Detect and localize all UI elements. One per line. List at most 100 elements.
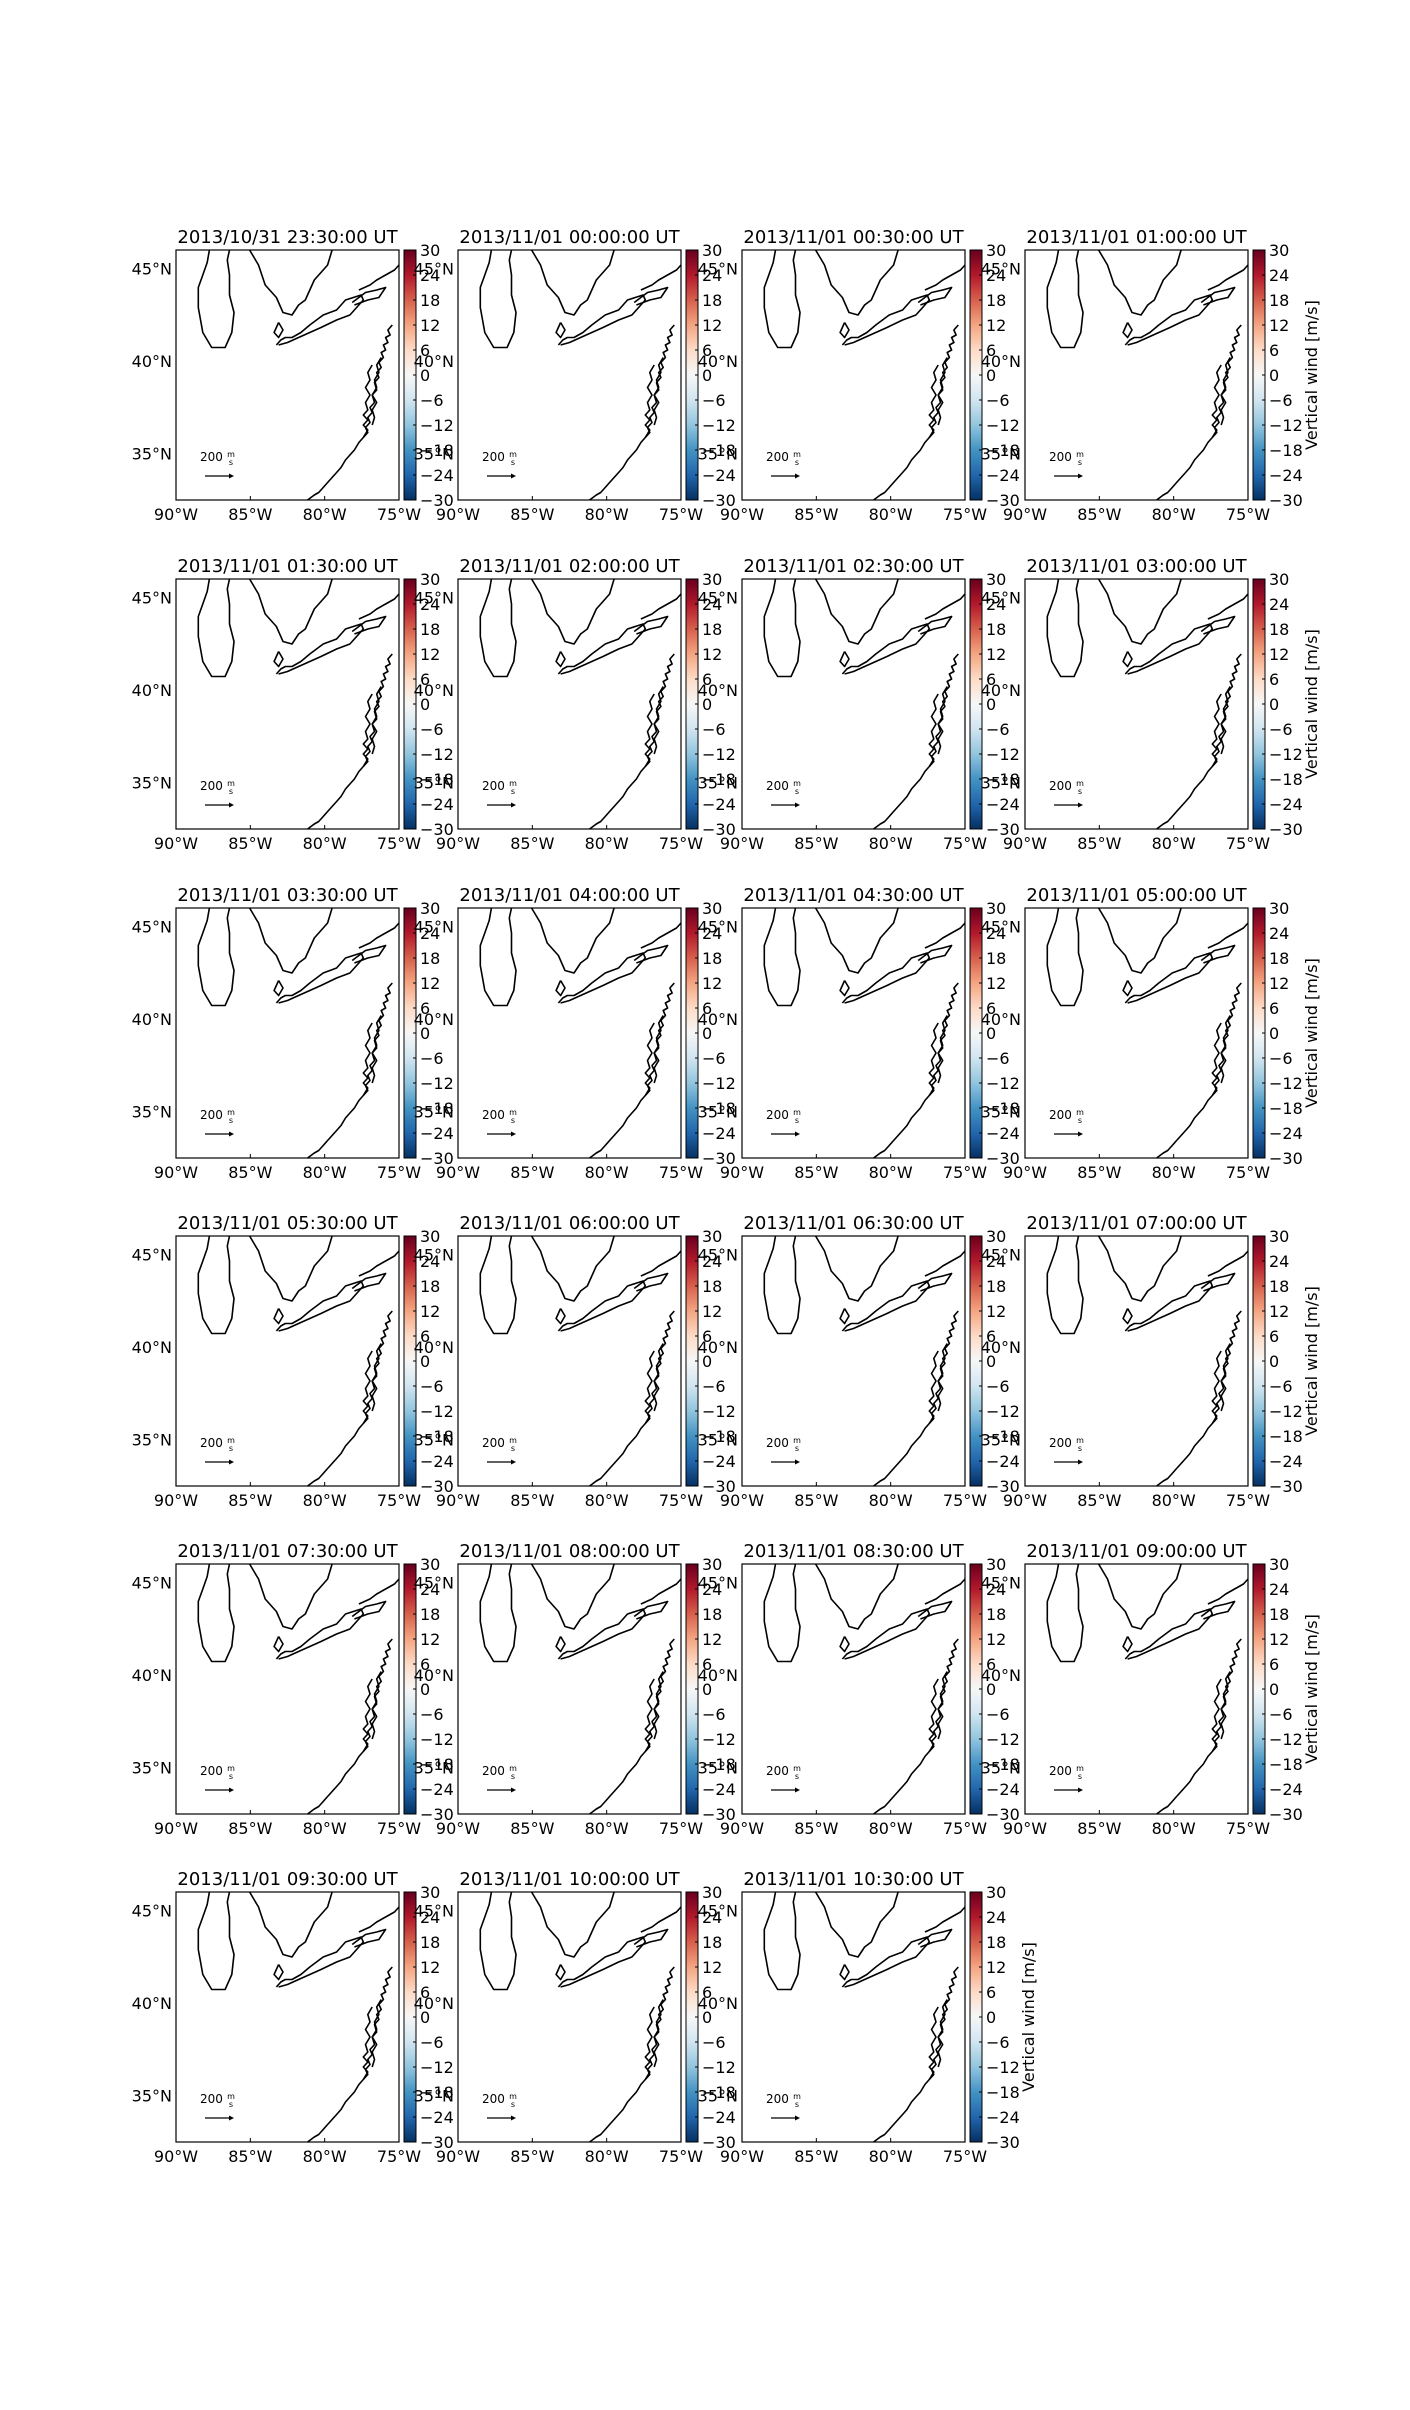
colorbar-tick-label: −30 — [420, 1149, 454, 1168]
lat-tick-label: 40°N — [132, 352, 172, 371]
lon-tick-label: 90°W — [720, 1819, 764, 1838]
reference-vector-unit: s — [511, 1116, 515, 1125]
coastline — [555, 1308, 566, 1325]
lat-tick-label: 40°N — [698, 1338, 738, 1357]
map-frame — [457, 578, 682, 830]
reference-vector-unit: m — [227, 2092, 235, 2101]
colorbar-tick-label: 0 — [986, 1352, 996, 1371]
colorbar-tick-label: 30 — [986, 1227, 1006, 1246]
colorbar-tick-label: 6 — [420, 999, 430, 1018]
lon-tick-label: 85°W — [510, 834, 554, 853]
coastline — [1200, 944, 1236, 964]
colorbar-tick-label: 12 — [702, 974, 722, 993]
colorbar-tick-label: −6 — [420, 391, 444, 410]
reference-vector-unit: m — [1076, 450, 1084, 459]
colorbar-tick-label: −12 — [420, 2058, 454, 2077]
colorbar-tick-label: −12 — [986, 1730, 1020, 1749]
coastline — [1156, 1638, 1242, 1815]
reference-vector-arrowhead — [229, 1459, 234, 1465]
colorbar-tick-label: −30 — [986, 2133, 1020, 2152]
lat-tick-label: 40°N — [698, 352, 738, 371]
colorbar-tick-label: −18 — [1269, 770, 1303, 789]
lon-tick-label: 90°W — [720, 505, 764, 524]
coastline — [1156, 1310, 1242, 1487]
lon-tick-label: 85°W — [510, 2147, 554, 2166]
panel-title: 2013/11/01 06:00:00 UT — [459, 1213, 680, 1234]
coastline — [1207, 264, 1249, 291]
coastline — [248, 578, 333, 645]
reference-vector-unit: m — [1076, 1436, 1084, 1445]
coastline — [197, 578, 235, 678]
lat-tick-label: 45°N — [414, 1574, 454, 1593]
panel-title: 2013/11/01 01:00:00 UT — [1026, 227, 1247, 248]
coastline — [589, 653, 675, 830]
lat-tick-label: 35°N — [981, 774, 1021, 793]
colorbar-tick-label: 12 — [1269, 974, 1289, 993]
reference-vector-unit: s — [795, 2100, 799, 2109]
colorbar-tick-label: 12 — [1269, 316, 1289, 335]
map-panel: 2013/11/01 05:30:00 UT 200 ms 45°N 40°N 35°N 9… — [132, 1213, 454, 1510]
reference-vector-unit: m — [1076, 1764, 1084, 1773]
reference-vector-unit: s — [795, 1116, 799, 1125]
colorbar-tick-label: −30 — [986, 820, 1020, 839]
lat-tick-label: 35°N — [414, 1431, 454, 1450]
colorbar-tick-label: −6 — [702, 1377, 726, 1396]
coastline — [248, 1563, 333, 1630]
coastline — [924, 593, 966, 620]
lat-tick-label: 35°N — [698, 1431, 738, 1450]
colorbar-tick-label: 12 — [1269, 1302, 1289, 1321]
colorbar-tick-label: −18 — [986, 1755, 1020, 1774]
coastline — [589, 1966, 675, 2143]
coastline — [937, 1999, 948, 2068]
coastline — [1200, 286, 1236, 306]
colorbar-tick-label: 30 — [702, 1555, 722, 1574]
lon-tick-label: 85°W — [794, 1491, 838, 1510]
lon-tick-label: 90°W — [436, 1819, 480, 1838]
colorbar-tick-label: −24 — [986, 1452, 1020, 1471]
colorbar-tick-label: −6 — [1269, 720, 1293, 739]
lat-tick-label: 40°N — [414, 352, 454, 371]
lat-tick-label: 45°N — [981, 589, 1021, 608]
colorbar-tick-label: 30 — [1269, 1227, 1289, 1246]
coastline — [644, 2006, 655, 2080]
lon-tick-label: 90°W — [720, 2147, 764, 2166]
colorbar-tick-label: 24 — [702, 1580, 722, 1599]
colorbar-tick-label: −12 — [986, 1402, 1020, 1421]
panel-title: 2013/11/01 09:30:00 UT — [177, 1869, 398, 1890]
colorbar-tick-label: 12 — [986, 1630, 1006, 1649]
colorbar-tick-label: 24 — [702, 1908, 722, 1927]
map-frame — [741, 1563, 966, 1815]
colorbar-label: Vertical wind [m/s] — [1302, 300, 1321, 450]
coastline — [1200, 1272, 1236, 1292]
lon-tick-label: 90°W — [436, 834, 480, 853]
reference-vector-label: 200 — [200, 2092, 223, 2106]
coastline — [530, 907, 615, 974]
colorbar-tick-label: −6 — [986, 1049, 1010, 1068]
coastline — [841, 952, 931, 1004]
coastline — [351, 1272, 387, 1292]
lon-tick-label: 90°W — [154, 834, 198, 853]
lon-tick-label: 75°W — [943, 1491, 987, 1510]
colorbar-tick-label: 0 — [1269, 366, 1279, 385]
colorbar-tick-label: −6 — [986, 391, 1010, 410]
coastline — [307, 1310, 393, 1487]
colorbar-tick-label: −6 — [1269, 1049, 1293, 1068]
coastline — [928, 1350, 939, 1424]
lat-tick-label: 40°N — [981, 681, 1021, 700]
colorbar-tick-label: −30 — [1269, 1149, 1303, 1168]
colorbar-tick-label: −6 — [986, 1377, 1010, 1396]
coastline — [351, 944, 387, 964]
reference-vector-label: 200 — [1049, 1764, 1072, 1778]
reference-vector-unit: s — [795, 1444, 799, 1453]
lon-tick-label: 75°W — [659, 2147, 703, 2166]
colorbar-tick-label: 0 — [420, 2008, 430, 2027]
colorbar-tick-label: 18 — [1269, 1277, 1289, 1296]
lat-tick-label: 35°N — [414, 445, 454, 464]
coastline — [479, 578, 517, 678]
colorbar-tick-label: −30 — [420, 1477, 454, 1496]
panel-title: 2013/11/01 00:30:00 UT — [743, 227, 964, 248]
colorbar-tick-label: −18 — [986, 1427, 1020, 1446]
coastline — [1211, 364, 1222, 438]
lon-tick-label: 80°W — [869, 505, 913, 524]
lat-tick-label: 45°N — [981, 1246, 1021, 1265]
